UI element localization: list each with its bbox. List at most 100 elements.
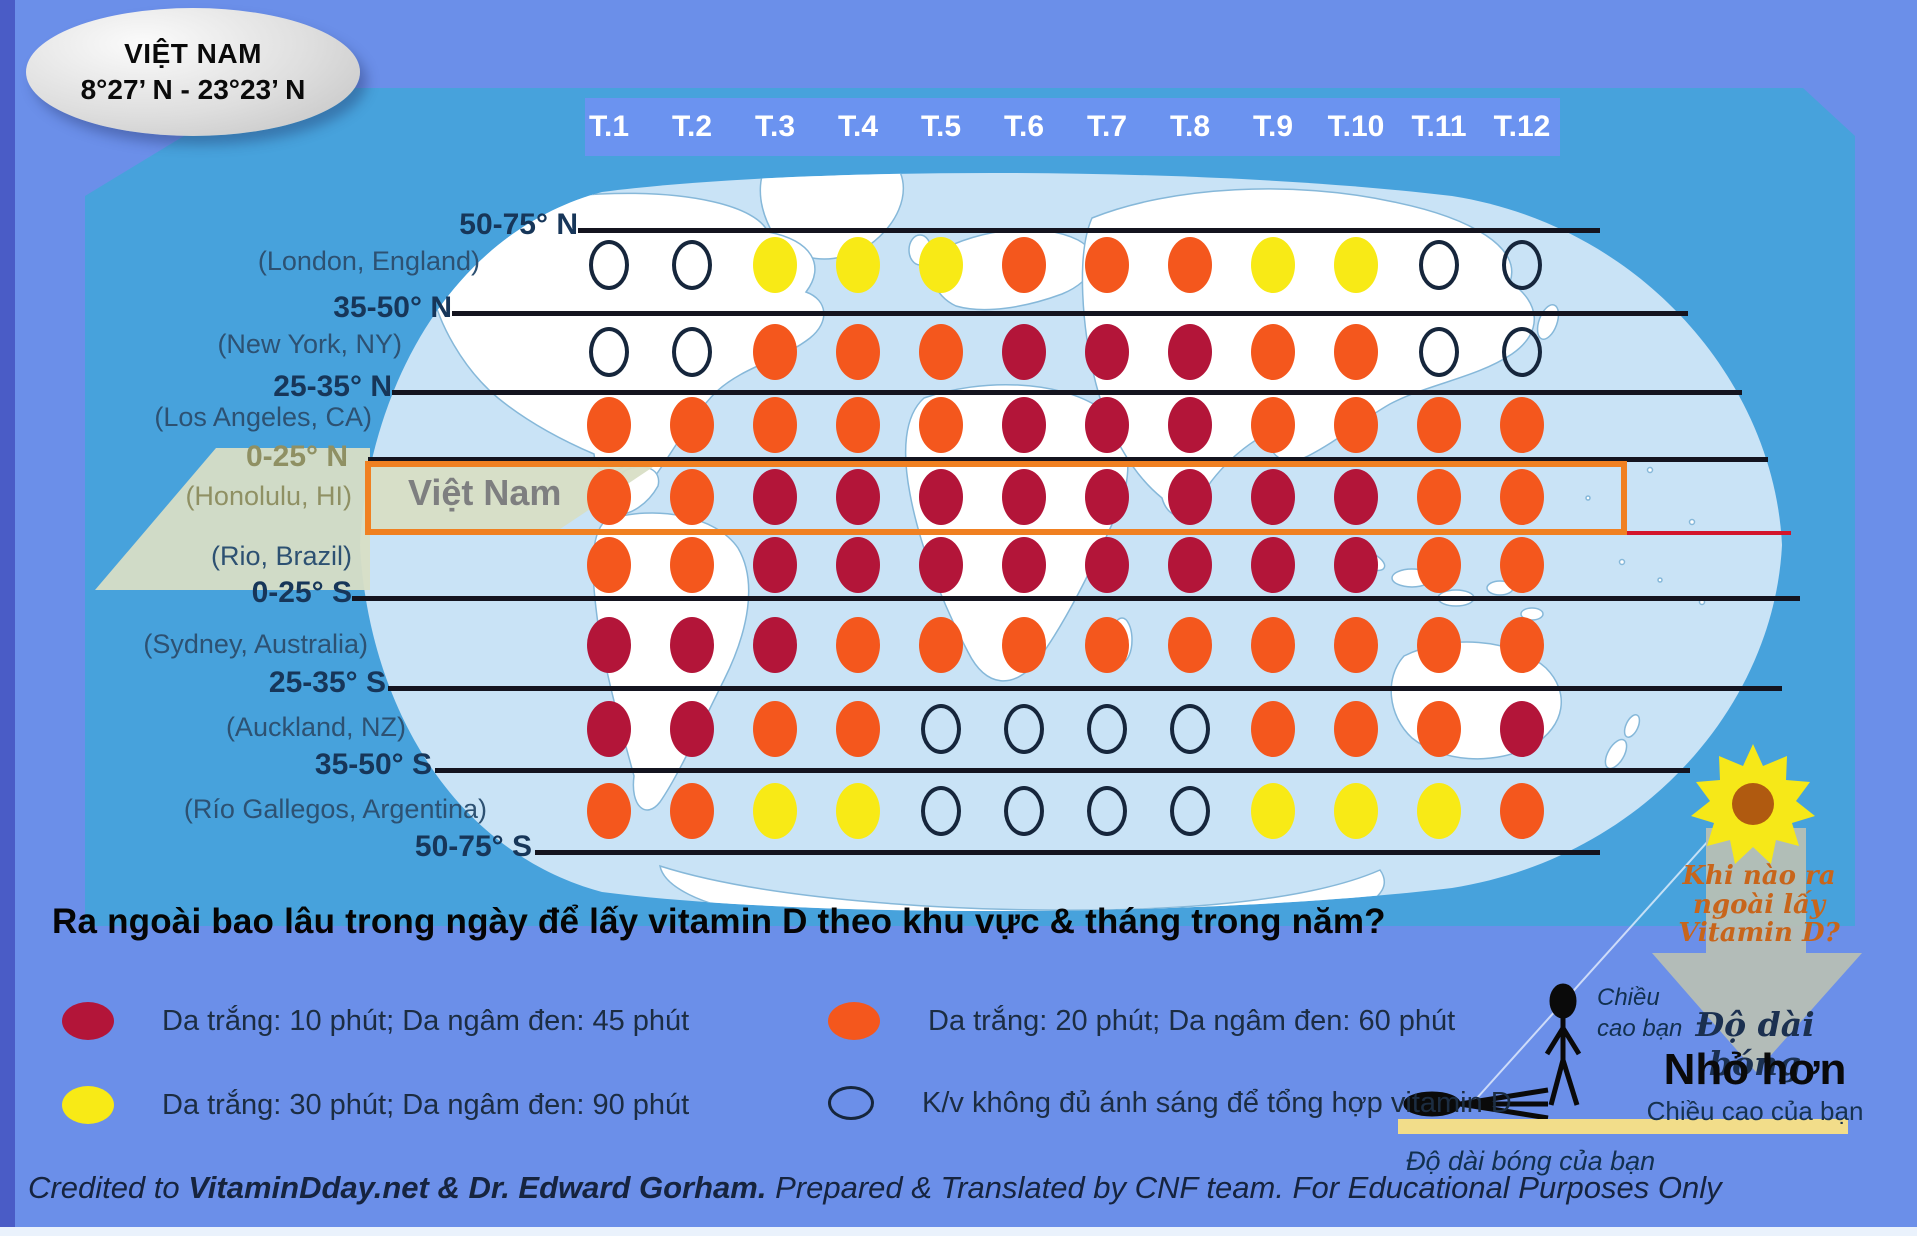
continent-north-america	[431, 192, 825, 484]
legend-marker-yellow-dot-icon	[62, 1086, 114, 1124]
exposure-dot-none	[1087, 704, 1127, 754]
exposure-dot-red	[1500, 701, 1544, 757]
your-shadow-length-label: Độ dài bóng của bạn	[1406, 1146, 1656, 1176]
exposure-dot-red	[1168, 324, 1212, 380]
exposure-dot-orange	[670, 397, 714, 453]
legend-marker-none-circle-icon	[828, 1086, 874, 1120]
exposure-dot-red	[919, 537, 963, 593]
exposure-dot-orange	[587, 469, 631, 525]
latitude-line-0-25N	[368, 457, 1768, 462]
exposure-dot-orange	[1168, 617, 1212, 673]
continent-antarctica	[659, 864, 1385, 912]
city-label: (Auckland, NZ)	[225, 712, 406, 742]
badge-title: VIỆT NAM	[124, 38, 262, 69]
exposure-dot-yellow	[919, 237, 963, 293]
legend-marker-red-dot-icon	[62, 1002, 114, 1040]
page-edge-bottom	[0, 1227, 1917, 1236]
city-label: (Río Gallegos, Argentina)	[183, 794, 487, 824]
vietnam-label: Việt Nam	[408, 472, 562, 513]
exposure-dot-orange	[919, 617, 963, 673]
exposure-dot-orange	[1334, 617, 1378, 673]
latitude-band-label: 35-50° N	[333, 291, 452, 324]
exposure-dot-red	[1085, 397, 1129, 453]
credit-prefix: Credited to	[28, 1170, 189, 1205]
exposure-dot-yellow	[753, 783, 797, 839]
exposure-dot-orange	[1417, 617, 1461, 673]
exposure-dot-orange	[836, 397, 880, 453]
island-nz-south	[1604, 738, 1628, 770]
exposure-dot-red	[836, 469, 880, 525]
month-header-T.5: T.5	[920, 110, 962, 143]
exposure-dot-red	[587, 701, 631, 757]
exposure-dot-red	[1251, 537, 1295, 593]
credit-line: Credited to VitaminDday.net & Dr. Edward…	[28, 1170, 1722, 1206]
exposure-dot-orange	[836, 324, 880, 380]
exposure-dot-orange	[1500, 617, 1544, 673]
exposure-dot-red	[1251, 469, 1295, 525]
exposure-dot-orange	[1500, 469, 1544, 525]
city-label: (Los Angeles, CA)	[154, 402, 372, 432]
credit-bold: VitaminDday.net & Dr. Edward Gorham.	[188, 1170, 767, 1205]
latitude-line-35-50S	[435, 768, 1690, 773]
month-header-T.4: T.4	[837, 110, 879, 143]
exposure-dot-yellow	[836, 237, 880, 293]
exposure-dot-orange	[1251, 324, 1295, 380]
exposure-dot-red	[753, 469, 797, 525]
month-header-T.7: T.7	[1086, 110, 1128, 143]
smaller-label: Nhỏ hơn	[1663, 1045, 1847, 1094]
month-header-T.10: T.10	[1327, 110, 1385, 143]
exposure-dot-red	[587, 617, 631, 673]
exposure-dot-none	[1502, 240, 1542, 290]
exposure-dot-none	[921, 786, 961, 836]
page-edge-left	[0, 0, 15, 1236]
exposure-dot-red	[1334, 537, 1378, 593]
vietnam-highlight-box	[365, 461, 1627, 535]
exposure-dot-none	[1419, 327, 1459, 377]
exposure-dot-red	[919, 469, 963, 525]
latitude-band-label: 35-50° S	[314, 748, 432, 781]
exposure-dot-orange	[1500, 397, 1544, 453]
exposure-dot-red	[670, 617, 714, 673]
exposure-dot-orange	[1002, 237, 1046, 293]
legend-item-none: K/v không đủ ánh sáng để tổng hợp vitami…	[828, 1086, 1512, 1120]
month-header-T.8: T.8	[1169, 110, 1211, 143]
exposure-dot-yellow	[1251, 237, 1295, 293]
legend-item-yellow: Da trắng: 30 phút; Da ngâm đen: 90 phút	[62, 1086, 689, 1124]
exposure-dot-red	[1002, 469, 1046, 525]
exposure-dot-red	[1085, 324, 1129, 380]
exposure-dot-none	[1004, 786, 1044, 836]
exposure-dot-red	[1168, 469, 1212, 525]
exposure-dot-orange	[1334, 397, 1378, 453]
exposure-dot-orange	[1085, 237, 1129, 293]
latitude-line-35-50N	[452, 311, 1688, 316]
exposure-dot-none	[672, 240, 712, 290]
exposure-dot-yellow	[1251, 783, 1295, 839]
month-header-T.12: T.12	[1493, 110, 1551, 143]
exposure-dot-none	[1502, 327, 1542, 377]
exposure-dot-none	[921, 704, 961, 754]
exposure-dot-orange	[1251, 617, 1295, 673]
exposure-dot-orange	[1500, 783, 1544, 839]
exposure-dot-orange	[670, 537, 714, 593]
exposure-dot-red	[1002, 397, 1046, 453]
exposure-dot-orange	[919, 397, 963, 453]
exposure-dot-none	[589, 327, 629, 377]
legend-text: Da trắng: 30 phút; Da ngâm đen: 90 phút	[162, 1088, 690, 1121]
exposure-dot-red	[1168, 397, 1212, 453]
exposure-dot-orange	[1417, 469, 1461, 525]
month-header-T.2: T.2	[671, 110, 713, 143]
exposure-dot-orange	[587, 397, 631, 453]
vietnam-badge: VIỆT NAM 8°27’ N - 23°23’ N	[26, 8, 360, 136]
when-go-outside-text: Khi nào ra ngoài lấy Vitamin D?	[1678, 861, 1840, 949]
latitude-line-50-75S	[535, 850, 1600, 855]
ground-band	[1398, 1119, 1848, 1134]
latitude-line-50-75N	[578, 228, 1600, 233]
exposure-dot-orange	[1251, 701, 1295, 757]
legend-text: Da trắng: 20 phút; Da ngâm đen: 60 phút	[928, 1004, 1456, 1037]
exposure-dot-none	[1170, 704, 1210, 754]
exposure-dot-red	[753, 537, 797, 593]
exposure-dot-orange	[1085, 617, 1129, 673]
month-header-T.3: T.3	[754, 110, 796, 143]
